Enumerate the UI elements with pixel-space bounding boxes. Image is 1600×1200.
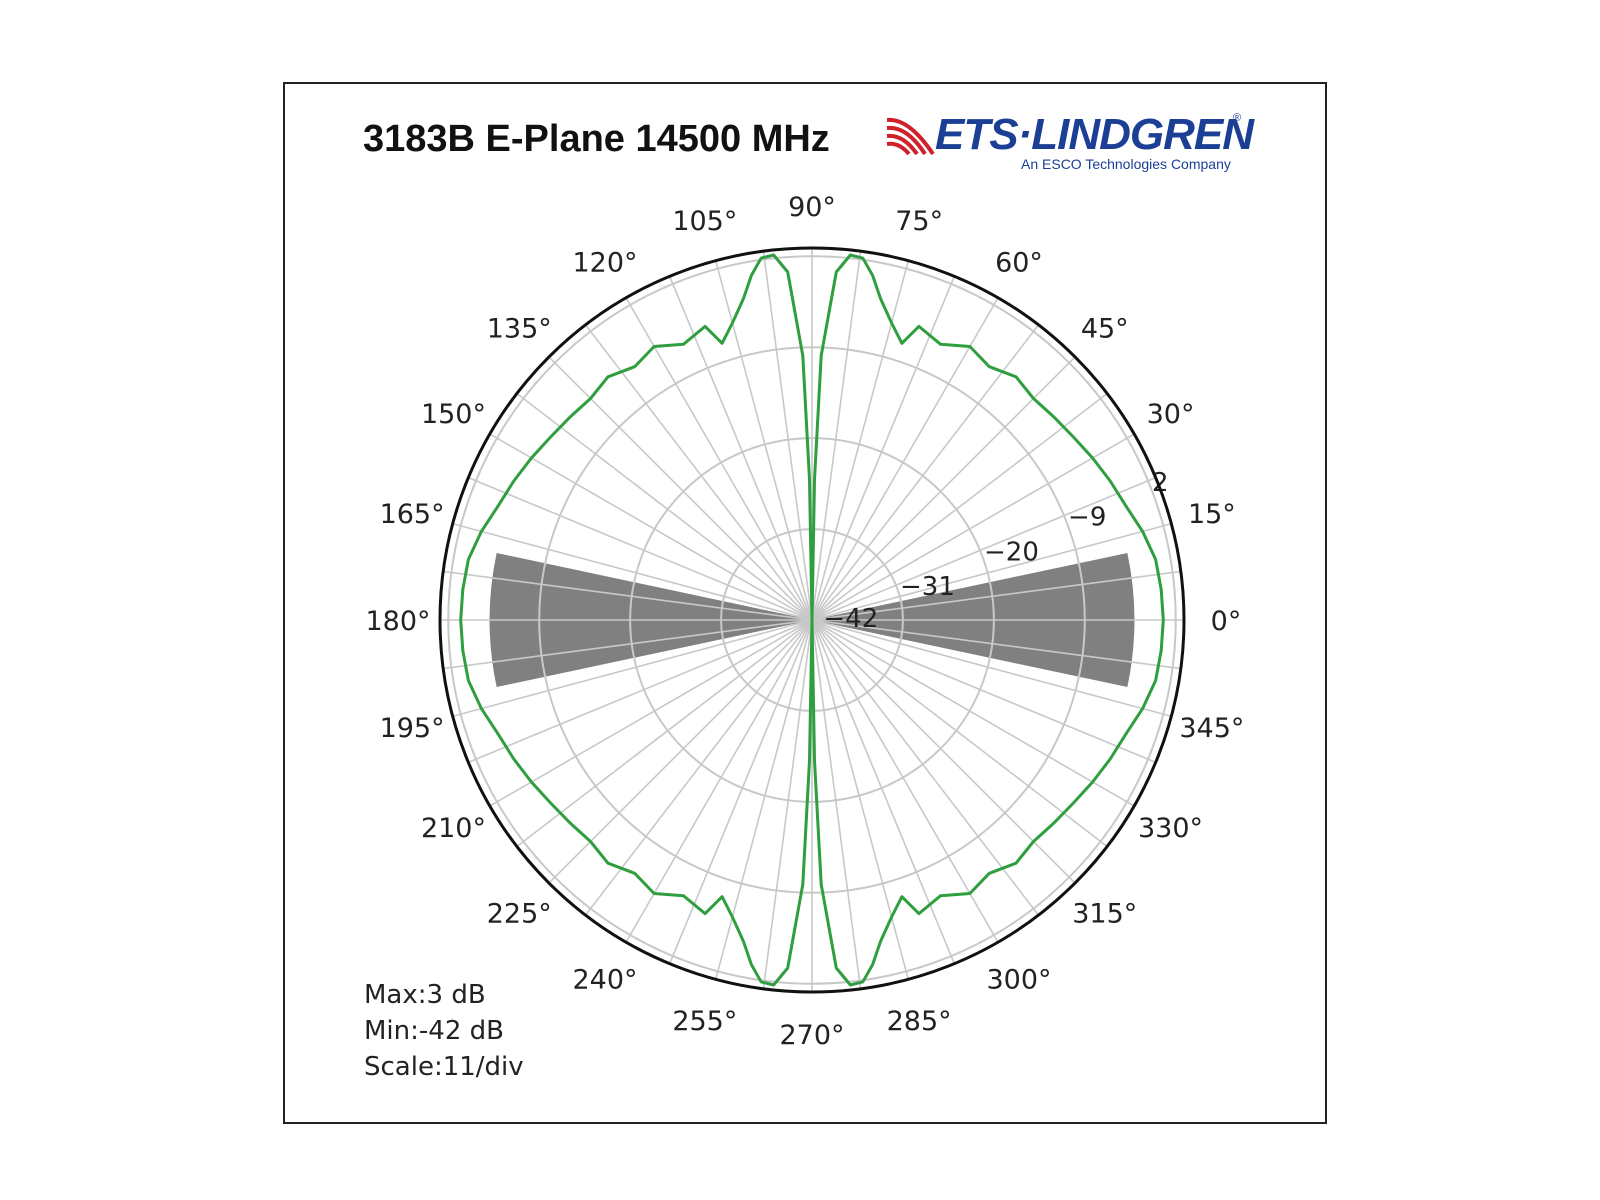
grid-spoke-39 xyxy=(811,619,956,964)
radiating-waves-logo-icon xyxy=(886,117,935,156)
grid-spoke-26 xyxy=(452,619,813,718)
grid-spoke-1 xyxy=(811,570,1181,621)
angle-tick-label-75: 75° xyxy=(895,206,943,237)
grid-spoke-47 xyxy=(811,619,1181,670)
grid-spoke-25 xyxy=(443,619,813,670)
grid-spoke-19 xyxy=(516,392,813,621)
grid-spoke-32 xyxy=(625,619,813,943)
grid-spoke-18 xyxy=(548,356,813,621)
grid-spoke-14 xyxy=(714,260,813,621)
grid-spoke-4 xyxy=(811,433,1135,621)
grid-spoke-21 xyxy=(468,476,813,621)
grid-spoke-44 xyxy=(811,619,1135,807)
grid-spoke-34 xyxy=(714,619,813,980)
angle-tick-label-30: 30° xyxy=(1147,399,1195,430)
grid-spoke-5 xyxy=(811,392,1108,621)
grid-spoke-35 xyxy=(762,619,813,989)
angle-tick-label-0: 0° xyxy=(1211,606,1242,637)
grid-spoke-45 xyxy=(811,619,1156,764)
r-tick-label-1: −31 xyxy=(900,572,955,602)
registered-mark-icon: ® xyxy=(1233,112,1242,124)
grid-spoke-3 xyxy=(811,476,1156,621)
grid-spoke-40 xyxy=(811,619,999,943)
r-tick-label-0: −42 xyxy=(823,604,878,634)
angle-tick-label-315: 315° xyxy=(1072,899,1137,930)
angle-tick-label-195: 195° xyxy=(380,713,445,744)
min-label: Min:-42 dB xyxy=(364,1016,504,1046)
r-tick-label-2: −20 xyxy=(984,537,1039,567)
angle-tick-label-285: 285° xyxy=(887,1006,952,1037)
grid-spoke-28 xyxy=(489,619,813,807)
grid-spoke-46 xyxy=(811,619,1172,718)
angle-tick-label-180: 180° xyxy=(365,606,430,637)
grid-spoke-6 xyxy=(811,356,1076,621)
grid-spoke-22 xyxy=(452,522,813,621)
r-tick-label-3: −9 xyxy=(1068,503,1106,533)
grid-spoke-42 xyxy=(811,619,1076,884)
grid-spoke-2 xyxy=(811,522,1172,621)
angle-tick-label-240: 240° xyxy=(572,965,637,996)
grid-spoke-29 xyxy=(516,619,813,848)
grid-spoke-41 xyxy=(811,619,1040,916)
grid-spoke-31 xyxy=(584,619,813,916)
max-label: Max:3 dB xyxy=(364,980,486,1010)
logo-brand: ETS·LINDGREN xyxy=(935,110,1254,159)
angle-tick-label-165: 165° xyxy=(380,499,445,530)
angle-tick-label-210: 210° xyxy=(421,813,486,844)
grid-spoke-43 xyxy=(811,619,1108,848)
grid-spoke-38 xyxy=(811,619,910,980)
scale-label: Scale:11/div xyxy=(364,1052,524,1082)
chart-title: 3183B E-Plane 14500 MHz xyxy=(363,118,830,160)
grid-spoke-8 xyxy=(811,297,999,621)
angle-tick-label-330: 330° xyxy=(1138,813,1203,844)
angle-tick-label-255: 255° xyxy=(672,1006,737,1037)
grid-spoke-27 xyxy=(468,619,813,764)
grid-spoke-15 xyxy=(668,276,813,621)
angle-tick-label-345: 345° xyxy=(1179,713,1244,744)
grid-spoke-16 xyxy=(625,297,813,621)
grid-spoke-23 xyxy=(443,570,813,621)
grid-spoke-37 xyxy=(811,619,862,989)
angle-tick-label-15: 15° xyxy=(1188,499,1236,530)
ets-lindgren-logo: ETS·LINDGREN ® An ESCO Technologies Comp… xyxy=(883,110,1254,174)
angle-tick-label-120: 120° xyxy=(572,247,637,278)
pattern-series-line xyxy=(459,253,1165,987)
angle-tick-label-45: 45° xyxy=(1081,313,1129,344)
angle-tick-label-105: 105° xyxy=(672,206,737,237)
angle-tick-label-60: 60° xyxy=(995,247,1043,278)
grid-spoke-10 xyxy=(811,260,910,621)
angle-tick-label-150: 150° xyxy=(421,399,486,430)
angle-tick-label-270: 270° xyxy=(779,1020,844,1051)
outer-ring xyxy=(438,246,1186,994)
angle-tick-label-90: 90° xyxy=(788,192,836,223)
grid-spoke-7 xyxy=(811,324,1040,621)
grid-spoke-9 xyxy=(811,276,956,621)
grid-spoke-11 xyxy=(811,251,862,621)
grid-spoke-30 xyxy=(548,619,813,884)
logo-tagline: An ESCO Technologies Company xyxy=(1021,156,1231,172)
angle-tick-label-225: 225° xyxy=(487,899,552,930)
angle-tick-label-135: 135° xyxy=(487,313,552,344)
grid-spoke-17 xyxy=(584,324,813,621)
grid-spoke-13 xyxy=(762,251,813,621)
grid-spoke-33 xyxy=(668,619,813,964)
angle-tick-label-300: 300° xyxy=(986,965,1051,996)
grid-spoke-20 xyxy=(489,433,813,621)
